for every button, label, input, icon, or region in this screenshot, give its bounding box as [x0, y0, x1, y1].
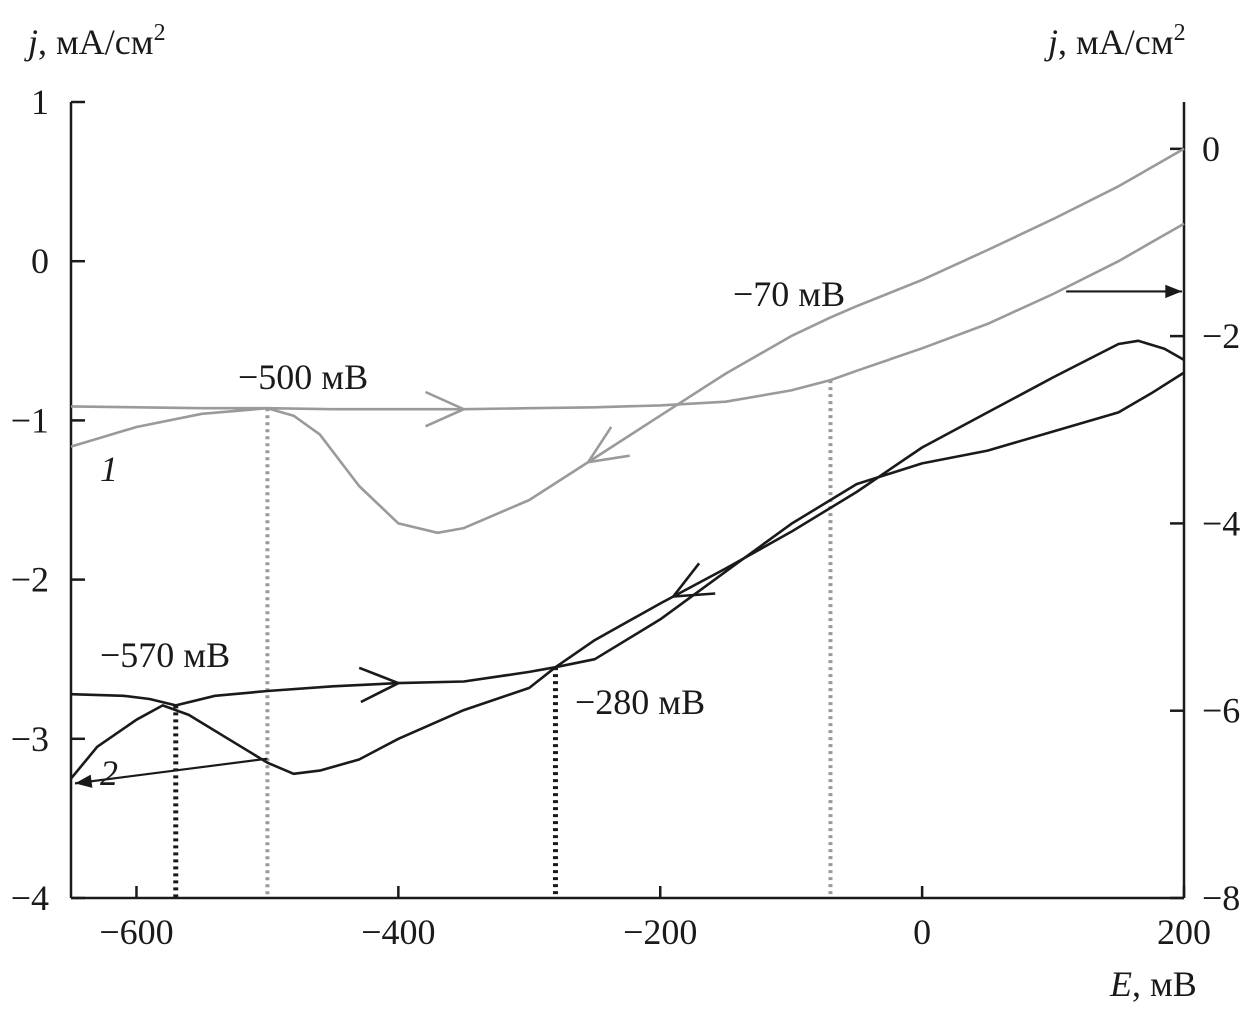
y-right-tick-label: −4 [1202, 503, 1240, 543]
curve-label-1: 1 [100, 449, 118, 489]
series-2-reverse-line [69, 339, 1185, 780]
curves [69, 147, 1185, 780]
y-right-tick-label: −8 [1202, 878, 1240, 918]
x-tick-label: −600 [99, 912, 173, 952]
y-left-tick-label: −1 [11, 400, 49, 440]
annotation-minus-70: −70 мВ [733, 274, 845, 314]
y-right-tick-label: −6 [1202, 691, 1240, 731]
x-tick-label: −400 [361, 912, 435, 952]
series-1-forward-arrow [424, 390, 467, 428]
series-2-axis-pointer-shaft [74, 757, 268, 785]
y-left-tick-label: 0 [31, 241, 49, 281]
left-y-axis-title: j, мА/см2 [24, 20, 166, 62]
curve-label-2: 2 [100, 753, 118, 793]
y-left-tick-label: 1 [31, 82, 49, 122]
x-axis-title: E, мВ [1109, 964, 1197, 1004]
series-1-axis-pointer-head [1165, 284, 1182, 299]
right-y-axis-title: j, мА/см2 [1044, 20, 1186, 62]
series-2-forward-arrow [358, 666, 402, 704]
x-tick-label: 200 [1157, 912, 1211, 952]
annotation-minus-500: −500 мВ [238, 357, 368, 397]
annotation-minus-280: −280 мВ [575, 682, 705, 722]
y-right-tick-label: 0 [1202, 129, 1220, 169]
y-left-tick-label: −3 [11, 719, 49, 759]
series-2-forward-line [70, 371, 1185, 707]
series-2-reverse-arrow [670, 562, 716, 599]
series-1-reverse-line [70, 147, 1185, 535]
axis-ticks: −600 −400 −200 0 200 1 0 −1 −2 −3 −4 0 −2 −4 −6 −8 [11, 82, 1241, 952]
arrows [74, 284, 1182, 788]
annotation-minus-570: −570 мВ [100, 635, 230, 675]
y-right-tick-label: −2 [1202, 316, 1240, 356]
y-left-tick-label: −2 [11, 560, 49, 600]
y-left-tick-label: −4 [11, 878, 49, 918]
x-tick-label: −200 [623, 912, 697, 952]
series-2-axis-pointer-head [75, 774, 93, 788]
guide-lines [173, 380, 833, 898]
x-tick-label: 0 [913, 912, 931, 952]
series-1-reverse-arrow [585, 426, 630, 464]
